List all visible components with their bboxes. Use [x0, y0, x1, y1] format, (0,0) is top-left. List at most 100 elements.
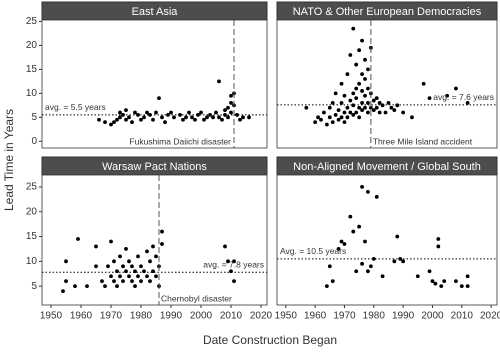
point: [136, 274, 140, 279]
x-tick-label: 2010: [220, 311, 243, 322]
point: [229, 110, 233, 115]
point: [154, 254, 158, 259]
point: [172, 115, 176, 120]
point: [232, 279, 236, 284]
point: [214, 110, 218, 115]
y-tick-label: 5: [31, 281, 37, 292]
point: [169, 110, 173, 115]
point: [130, 279, 134, 284]
point: [103, 120, 107, 125]
point: [342, 242, 347, 246]
point: [330, 120, 335, 125]
point: [109, 274, 113, 279]
point: [151, 117, 155, 122]
point: [327, 115, 332, 120]
point: [401, 259, 406, 264]
point: [154, 110, 158, 115]
point: [118, 115, 122, 120]
point: [145, 110, 149, 115]
point: [351, 113, 356, 117]
point: [401, 110, 406, 115]
point: [241, 115, 245, 120]
point: [109, 122, 113, 127]
point: [181, 117, 185, 122]
y-tick-label: 15: [26, 64, 38, 75]
point: [64, 279, 68, 284]
x-tick-label: 1980: [363, 311, 386, 322]
point: [64, 259, 68, 264]
point: [127, 115, 131, 120]
point: [103, 284, 107, 289]
panel-title: East Asia: [132, 6, 179, 18]
point: [366, 189, 370, 194]
point: [187, 110, 191, 115]
point: [357, 224, 362, 229]
point: [389, 105, 394, 110]
point: [368, 264, 373, 269]
point: [363, 93, 367, 98]
point: [121, 264, 125, 269]
point: [333, 113, 338, 117]
point: [371, 108, 376, 113]
point: [454, 86, 458, 91]
point: [342, 110, 347, 115]
point: [327, 105, 332, 110]
point: [439, 284, 444, 289]
point: [354, 269, 359, 274]
point: [94, 264, 98, 269]
event-label: Three Mile Island accident: [373, 136, 473, 146]
point: [121, 279, 125, 284]
point: [199, 110, 203, 115]
point: [324, 284, 329, 289]
point: [366, 269, 370, 274]
x-tick-label: 1960: [70, 311, 93, 322]
point: [360, 108, 364, 113]
point: [85, 284, 89, 289]
point: [374, 105, 379, 110]
point: [139, 117, 143, 122]
point: [357, 81, 362, 86]
point: [410, 115, 414, 120]
point: [154, 274, 158, 279]
point: [139, 264, 143, 269]
point: [363, 105, 367, 110]
average-label: avg. = 5.5 years: [45, 102, 106, 112]
point: [465, 101, 470, 105]
point: [223, 244, 227, 249]
event-label: Chernobyl disaster: [161, 293, 232, 303]
point: [115, 117, 119, 122]
point: [196, 113, 200, 117]
point: [151, 244, 155, 249]
point: [118, 110, 122, 115]
point: [112, 120, 116, 125]
point: [383, 110, 388, 115]
event-label: Fukushima Daiichi disaster: [129, 136, 231, 146]
x-axis-title: Date Construction Began: [203, 333, 337, 347]
y-tick-label: 5: [31, 112, 37, 123]
point: [304, 105, 309, 110]
point: [223, 108, 227, 113]
point: [127, 259, 131, 264]
point: [160, 115, 164, 120]
y-tick-label: 15: [26, 231, 38, 242]
point: [327, 264, 332, 269]
panel: [276, 174, 498, 306]
point: [442, 279, 447, 284]
point: [100, 279, 104, 284]
point: [157, 96, 161, 101]
point: [151, 269, 155, 274]
point: [232, 259, 236, 264]
point: [392, 259, 397, 264]
point: [377, 110, 382, 115]
point: [427, 96, 432, 101]
point: [360, 38, 364, 43]
point: [348, 53, 353, 57]
point: [339, 115, 344, 120]
point: [112, 259, 116, 264]
point: [345, 72, 350, 77]
y-tick-label: 20: [26, 40, 38, 51]
point: [235, 113, 239, 117]
point: [109, 239, 113, 244]
point: [330, 101, 335, 105]
